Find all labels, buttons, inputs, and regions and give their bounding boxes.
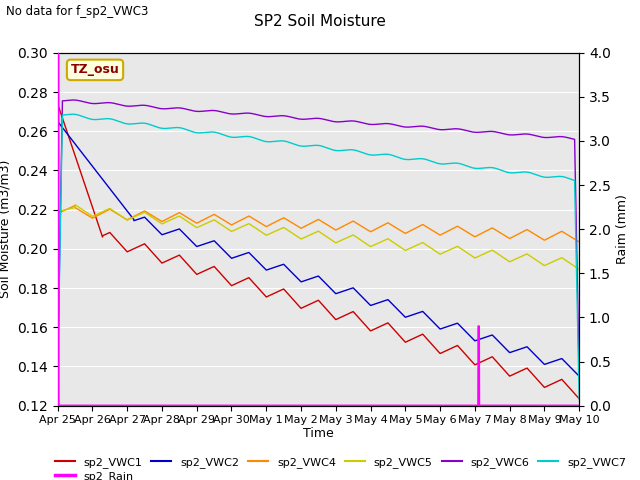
Y-axis label: Soil Moisture (m3/m3): Soil Moisture (m3/m3) <box>0 160 12 299</box>
Text: SP2 Soil Moisture: SP2 Soil Moisture <box>254 14 386 29</box>
Y-axis label: Raim (mm): Raim (mm) <box>616 194 630 264</box>
Legend: sp2_VWC1, sp2_VWC2, sp2_VWC4, sp2_VWC5, sp2_VWC6, sp2_VWC7: sp2_VWC1, sp2_VWC2, sp2_VWC4, sp2_VWC5, … <box>51 452 630 472</box>
X-axis label: Time: Time <box>303 427 334 440</box>
Legend: sp2_Rain: sp2_Rain <box>51 467 138 480</box>
Text: No data for f_sp2_VWC3: No data for f_sp2_VWC3 <box>6 5 148 18</box>
Text: TZ_osu: TZ_osu <box>70 63 120 76</box>
